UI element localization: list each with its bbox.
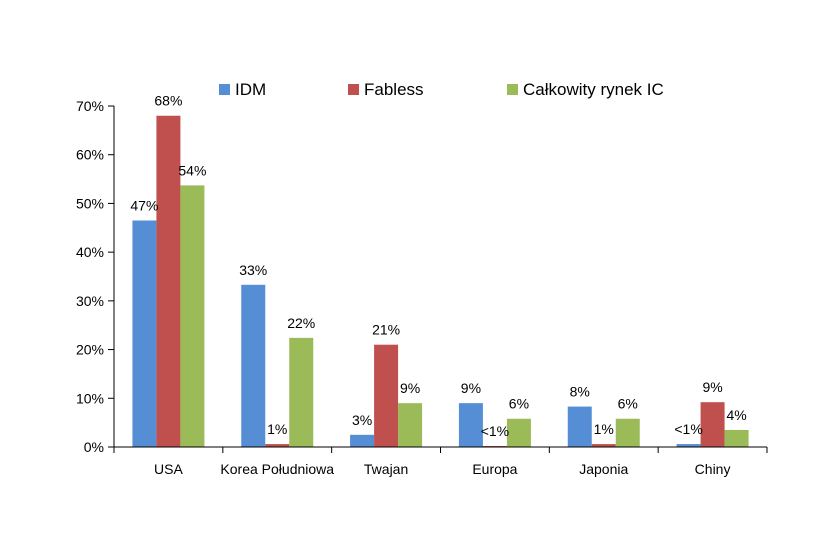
y-axis: 0% 10% 20% 30% 40% 50% 60% 70% <box>76 98 115 455</box>
y-tick-label: 50% <box>76 195 104 211</box>
data-label: 68% <box>154 93 182 109</box>
y-tick-label: 40% <box>76 244 104 260</box>
data-label: 21% <box>372 322 400 338</box>
data-label: 8% <box>570 384 590 400</box>
category-label: Japonia <box>579 461 628 477</box>
data-label: 3% <box>352 412 372 428</box>
bar-całkowity-rynek-ic <box>615 418 640 447</box>
data-label: <1% <box>481 423 509 439</box>
category-label: USA <box>154 461 183 477</box>
bar-fabless <box>156 115 181 447</box>
legend-swatch <box>348 84 359 95</box>
y-tick-label: 10% <box>76 390 104 406</box>
bar-całkowity-rynek-ic <box>289 337 314 447</box>
bar-idm <box>458 403 483 447</box>
bar-całkowity-rynek-ic <box>398 403 423 447</box>
bar-fabless <box>700 402 725 447</box>
data-label: <1% <box>674 421 702 437</box>
category-label: Chiny <box>695 461 731 477</box>
bars <box>132 115 749 447</box>
data-label: 9% <box>702 379 722 395</box>
y-tick-label: 0% <box>84 439 104 455</box>
bar-idm <box>241 284 266 447</box>
data-label: 9% <box>461 380 481 396</box>
data-label: 6% <box>509 396 529 412</box>
data-label: 1% <box>267 421 287 437</box>
data-label: 9% <box>400 380 420 396</box>
legend-item: Fabless <box>348 80 424 99</box>
legend-item: Całkowity rynek IC <box>507 80 664 99</box>
bar-idm <box>567 406 592 447</box>
bar-fabless <box>265 444 290 447</box>
bar-całkowity-rynek-ic <box>180 185 205 447</box>
data-labels: 47% 33% 3% 9% 8% <1% 68% 1% 21% <1% 1% 9% 54% 22% 9% 6%… <box>130 93 746 439</box>
category-label: Korea Południowa <box>220 461 334 477</box>
bar-całkowity-rynek-ic <box>724 429 749 447</box>
x-axis: USA Korea Południowa Twajan Europa Japonia Ch… <box>113 446 768 477</box>
data-label: 47% <box>130 197 158 213</box>
legend-label: Fabless <box>364 80 424 99</box>
y-tick-label: 20% <box>76 342 104 358</box>
bar-idm <box>676 444 701 447</box>
data-label: 4% <box>726 407 746 423</box>
bar-całkowity-rynek-ic <box>506 418 531 447</box>
data-label: 54% <box>178 162 206 178</box>
legend-swatch <box>219 84 230 95</box>
data-label: 22% <box>287 315 315 331</box>
legend-item: IDM <box>219 80 266 99</box>
legend-label: Całkowity rynek IC <box>523 80 664 99</box>
legend-swatch <box>507 84 518 95</box>
bar-idm <box>350 434 375 447</box>
y-tick-label: 70% <box>76 98 104 114</box>
bar-idm <box>132 220 157 447</box>
y-tick-label: 60% <box>76 147 104 163</box>
y-tick-label: 30% <box>76 293 104 309</box>
category-label: Twajan <box>364 461 408 477</box>
legend: IDM Fabless Całkowity rynek IC <box>219 80 664 99</box>
legend-label: IDM <box>235 80 266 99</box>
bar-fabless <box>374 344 399 447</box>
bar-fabless <box>591 444 616 447</box>
data-label: 33% <box>239 262 267 278</box>
data-label: 1% <box>594 421 614 437</box>
category-label: Europa <box>472 461 517 477</box>
data-label: 6% <box>618 396 638 412</box>
